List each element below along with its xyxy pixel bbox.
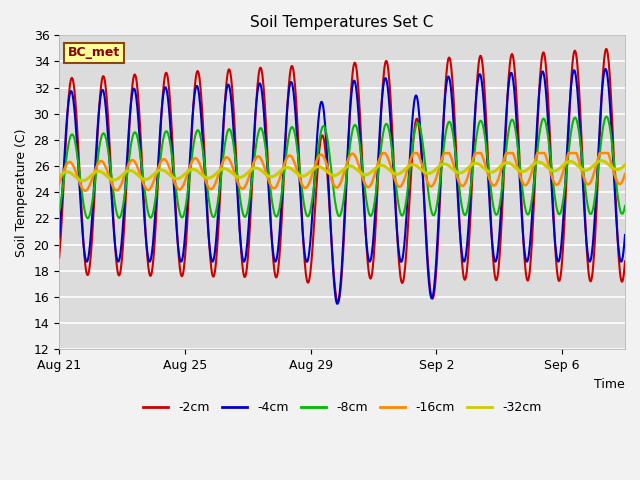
- -4cm: [585, 257, 593, 263]
- Text: BC_met: BC_met: [68, 47, 120, 60]
- Line: -8cm: -8cm: [59, 117, 625, 218]
- -32cm: [585, 167, 593, 172]
- -2cm: [334, 299, 342, 305]
- -8cm: [348, 131, 356, 137]
- -8cm: [206, 202, 214, 208]
- -16cm: [206, 186, 214, 192]
- -16cm: [348, 151, 356, 157]
- -4cm: [621, 232, 629, 238]
- Y-axis label: Soil Temperature (C): Soil Temperature (C): [15, 128, 28, 257]
- -32cm: [206, 175, 214, 181]
- -32cm: [621, 162, 629, 168]
- -32cm: [55, 174, 63, 180]
- -8cm: [84, 216, 92, 221]
- Line: -4cm: -4cm: [59, 69, 625, 304]
- -16cm: [380, 150, 387, 156]
- -2cm: [621, 258, 629, 264]
- -8cm: [266, 182, 274, 188]
- Title: Soil Temperatures Set C: Soil Temperatures Set C: [250, 15, 434, 30]
- -32cm: [130, 169, 138, 175]
- -2cm: [205, 240, 213, 245]
- Line: -16cm: -16cm: [59, 153, 625, 191]
- -2cm: [585, 272, 593, 277]
- X-axis label: Time: Time: [595, 378, 625, 391]
- -32cm: [598, 158, 605, 164]
- -32cm: [266, 174, 274, 180]
- Legend: -2cm, -4cm, -8cm, -16cm, -32cm: -2cm, -4cm, -8cm, -16cm, -32cm: [138, 396, 547, 420]
- -8cm: [603, 114, 611, 120]
- -32cm: [348, 163, 356, 169]
- -16cm: [130, 157, 138, 163]
- -16cm: [621, 171, 629, 177]
- -4cm: [129, 87, 137, 93]
- -16cm: [465, 169, 473, 175]
- -4cm: [465, 220, 472, 226]
- -2cm: [348, 79, 356, 85]
- -32cm: [79, 178, 86, 183]
- -2cm: [55, 255, 63, 261]
- -8cm: [55, 209, 63, 215]
- Line: -2cm: -2cm: [59, 49, 625, 302]
- -2cm: [266, 192, 273, 198]
- -4cm: [348, 88, 356, 94]
- -2cm: [129, 77, 137, 83]
- -2cm: [602, 46, 610, 52]
- -8cm: [465, 200, 472, 205]
- -32cm: [465, 164, 472, 170]
- -2cm: [465, 244, 472, 250]
- -4cm: [602, 66, 609, 72]
- -16cm: [55, 180, 63, 186]
- Line: -32cm: -32cm: [59, 161, 625, 180]
- -8cm: [585, 208, 593, 214]
- -16cm: [586, 181, 593, 187]
- -16cm: [266, 181, 274, 187]
- -4cm: [205, 240, 213, 245]
- -8cm: [130, 131, 138, 136]
- -4cm: [266, 203, 273, 208]
- -4cm: [55, 235, 63, 241]
- -8cm: [621, 203, 629, 209]
- -16cm: [81, 188, 89, 193]
- -4cm: [333, 301, 341, 307]
